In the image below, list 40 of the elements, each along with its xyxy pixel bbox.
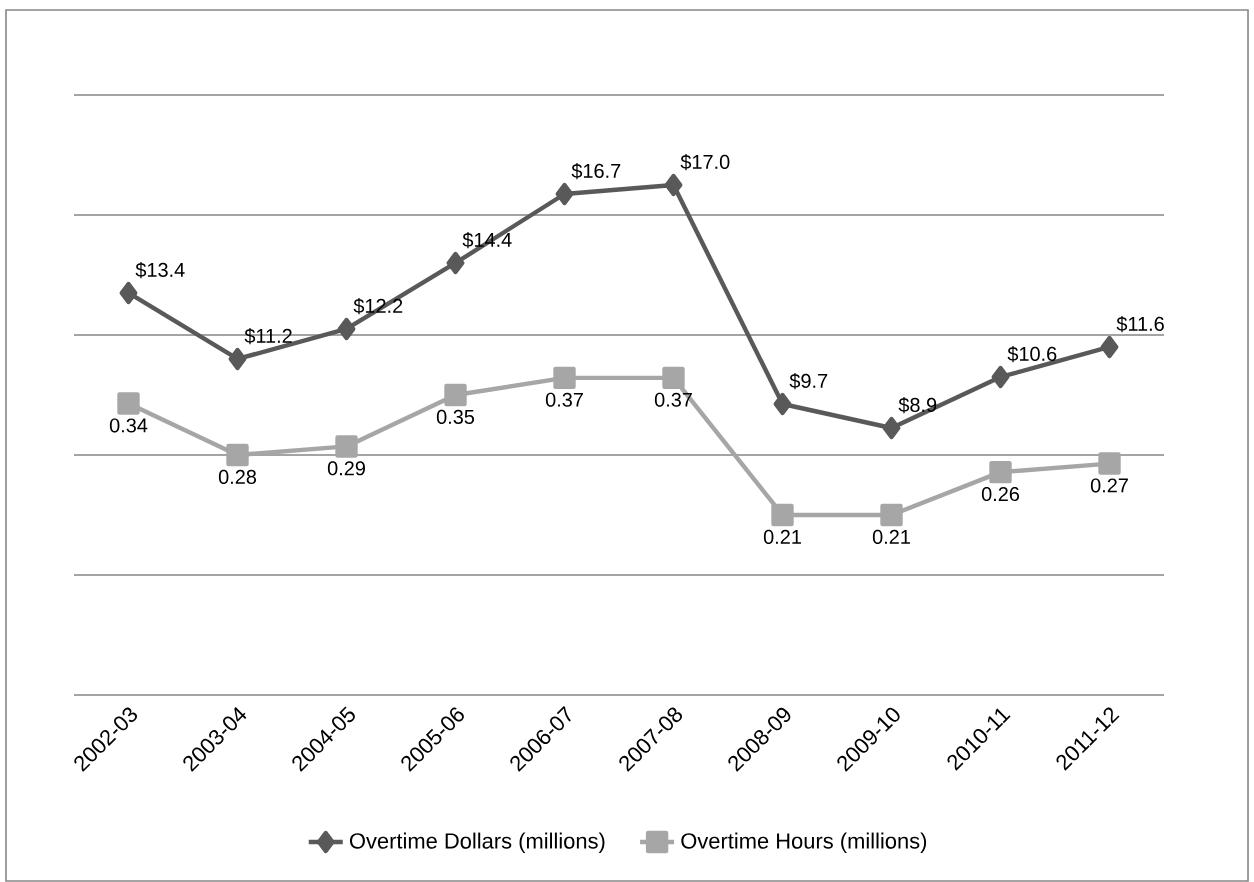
point	[226, 443, 249, 467]
point	[446, 251, 465, 275]
data-label: 0.27	[1090, 478, 1128, 493]
point	[119, 281, 138, 305]
data-label: 0.37	[654, 392, 692, 407]
point	[555, 182, 574, 206]
point	[771, 503, 794, 527]
point	[664, 173, 683, 197]
data-label: 0.34	[109, 418, 148, 433]
point	[1098, 452, 1121, 475]
point	[553, 366, 576, 390]
data-label: 0.37	[545, 392, 583, 407]
data-label: $10.6	[1007, 346, 1057, 363]
point	[444, 383, 467, 407]
data-label: 0.26	[981, 486, 1020, 502]
data-label: 0.21	[872, 529, 910, 544]
data-label: 0.28	[218, 469, 257, 484]
legend-label: Overtime Hours (millions)	[681, 832, 927, 853]
point	[228, 347, 247, 371]
point	[991, 365, 1010, 389]
point	[773, 392, 792, 416]
point	[662, 366, 685, 390]
data-label: $13.4	[135, 262, 185, 279]
data-label: $17.0	[680, 154, 730, 171]
data-label: 0.29	[327, 461, 365, 476]
point	[880, 503, 903, 527]
data-label: 0.21	[763, 529, 801, 544]
data-label: 0.35	[436, 409, 475, 424]
point	[335, 435, 358, 458]
point	[1100, 335, 1119, 359]
data-label: $11.6	[1116, 316, 1164, 333]
legend-label: Overtime Dollars (millions)	[349, 832, 605, 853]
data-label: $8.9	[898, 397, 937, 414]
point	[882, 416, 901, 440]
point	[989, 460, 1012, 484]
point	[337, 317, 356, 341]
data-label: $9.7	[789, 373, 828, 390]
data-label: $16.7	[571, 163, 621, 180]
data-label: $11.2	[244, 328, 292, 345]
point	[117, 392, 140, 415]
